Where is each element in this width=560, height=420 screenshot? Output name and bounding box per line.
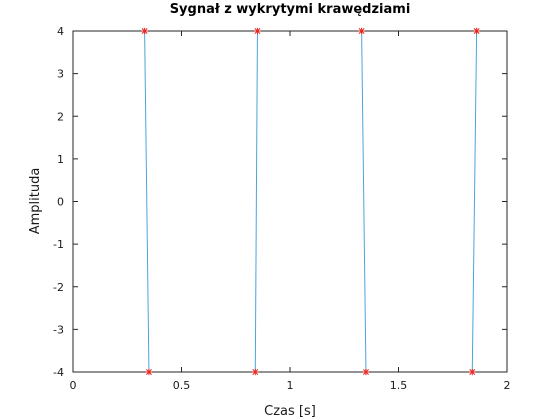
signal-line (144, 30, 150, 373)
edge-marker (358, 27, 365, 35)
x-axis-title: Czas [s] (264, 404, 316, 419)
y-tick-label: 3 (57, 68, 64, 81)
edge-marker (473, 27, 480, 35)
y-tick-label: -4 (53, 366, 64, 379)
x-axis: 0 0.5 1 1.5 2 (70, 31, 511, 392)
x-tick-label: 0.5 (173, 379, 191, 392)
y-tick-label: 0 (57, 196, 64, 209)
y-axis-title: Amplituda (28, 168, 43, 235)
x-tick-label: 0 (70, 379, 77, 392)
y-tick-label: 2 (57, 110, 64, 123)
edge-marker (252, 368, 259, 376)
edge-markers (141, 27, 480, 376)
edge-marker (145, 368, 153, 376)
y-tick-label: -1 (53, 238, 64, 251)
plot-area (72, 30, 508, 373)
x-tick-label: 1 (287, 379, 294, 392)
chart-title: Sygnał z wykrytymi krawędziami (170, 2, 411, 17)
signal-series (144, 30, 478, 373)
y-tick-label: 1 (57, 153, 64, 166)
y-tick-label: -3 (53, 323, 64, 336)
edge-marker (469, 368, 476, 376)
x-tick-label: 1.5 (390, 379, 408, 392)
y-tick-label: -2 (53, 281, 64, 294)
x-tick-label: 2 (504, 379, 511, 392)
signal-line (254, 30, 258, 373)
y-axis: 4 3 2 1 0 -1 -2 -3 -4 (53, 25, 507, 379)
edge-marker (254, 27, 261, 35)
signal-line (361, 30, 367, 373)
signal-line (471, 30, 478, 373)
edge-marker (141, 27, 148, 35)
edge-marker (362, 368, 370, 376)
y-tick-label: 4 (57, 25, 64, 38)
